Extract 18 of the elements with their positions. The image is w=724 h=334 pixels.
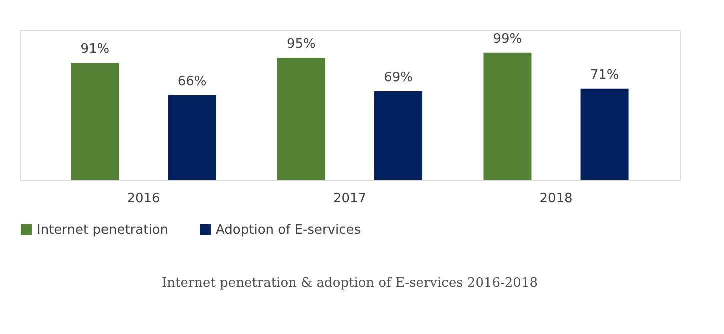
x-tick-label: 2017 [333,192,367,206]
bar [580,88,629,180]
bar [277,58,326,180]
bar [484,52,532,180]
text: Internet penetration & adoption of E-services 2016-2018 [162,276,538,291]
bar [374,91,423,180]
x-tick-label: 2018 [540,192,573,206]
data-label: 99% [493,32,522,47]
bar [71,63,120,180]
x-tick-label: 2016 [127,192,160,206]
data-label: 71% [590,68,620,83]
data-label: 95% [287,37,316,52]
data-label: 66% [178,74,207,90]
data-label: 91% [80,42,110,58]
data-label: 69% [384,70,413,86]
legend-label: Internet penetration [37,222,169,238]
legend-label: Adoption of E-services [216,222,362,238]
bar [168,95,216,180]
